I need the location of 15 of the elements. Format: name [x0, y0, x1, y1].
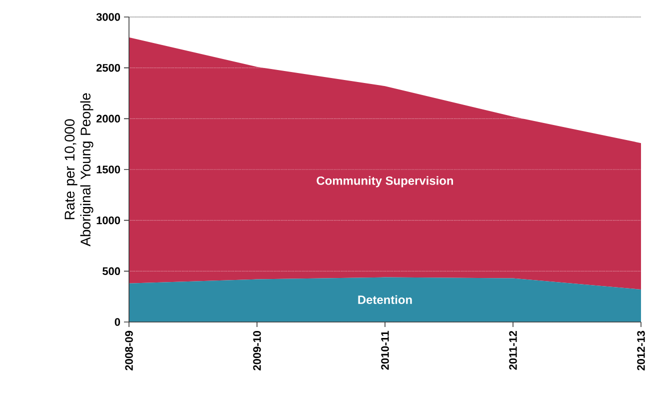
y-axis-title: Rate per 10,000 Aboriginal Young People	[64, 93, 94, 246]
y-tick-label: 3000	[96, 13, 120, 21]
series-label: Detention	[358, 295, 412, 304]
y-tick-label: 0	[114, 318, 120, 326]
x-tick-label: 2010-11	[381, 330, 389, 370]
x-tick-label: 2012-13	[637, 330, 645, 370]
x-tick-label: 2008-09	[125, 330, 133, 370]
y-tick-label: 2500	[96, 64, 120, 72]
x-tick-label: 2011-12	[509, 330, 517, 370]
x-tick-label: 2009-10	[253, 330, 261, 370]
y-tick-label: 2000	[96, 114, 120, 123]
y-tick-label: 500	[102, 267, 120, 276]
y-tick-label: 1000	[96, 216, 120, 224]
series-label: Community Supervision	[316, 176, 454, 188]
y-tick-label: 1500	[96, 166, 120, 174]
